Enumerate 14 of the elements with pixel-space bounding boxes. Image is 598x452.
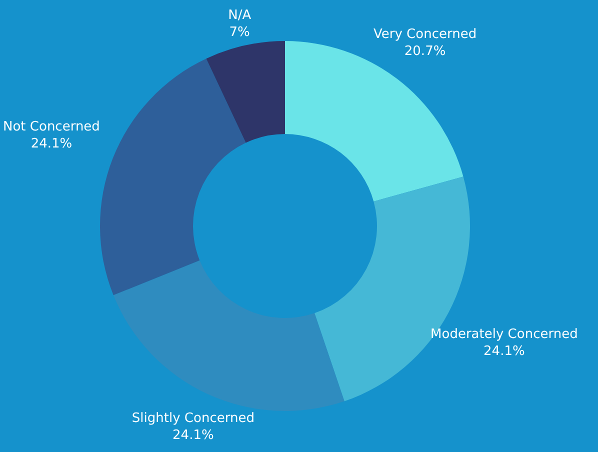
- donut-slice: [206, 41, 285, 143]
- data-label: 24.1%: [484, 344, 525, 360]
- slice-label: Moderately Concerned: [430, 327, 578, 342]
- donut-slice: [285, 41, 464, 202]
- data-label: 7%: [229, 24, 250, 40]
- slice-label: N/A: [228, 8, 252, 23]
- slice-label: Not Concerned: [3, 119, 100, 134]
- donut-slice: [113, 260, 344, 411]
- slice-label: Slightly Concerned: [132, 410, 254, 426]
- data-label: 24.1%: [30, 136, 72, 152]
- data-label: 20.7%: [404, 44, 446, 59]
- donut-slice: [100, 58, 246, 296]
- slice-label: Very Concerned: [374, 26, 477, 42]
- data-label: 24.1%: [172, 428, 214, 443]
